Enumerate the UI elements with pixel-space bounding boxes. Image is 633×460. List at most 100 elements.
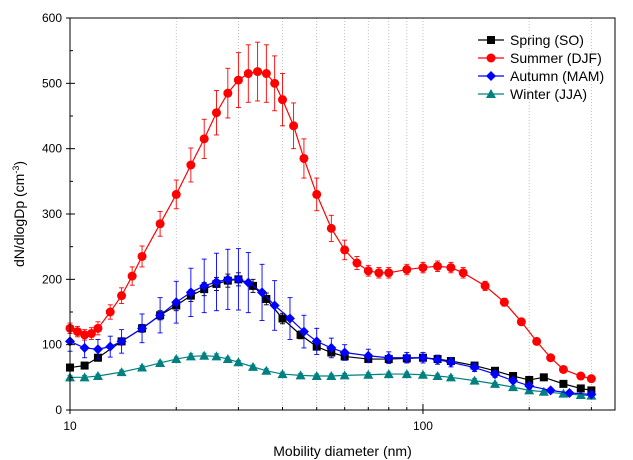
data-point [137, 251, 147, 261]
legend-marker [487, 36, 495, 44]
data-point [92, 344, 103, 355]
y-tick-label: 600 [42, 11, 62, 25]
data-point [93, 323, 103, 333]
data-point [72, 327, 82, 337]
legend: Spring (SO) Summer (DJF) Autumn (MAM) Winte… [478, 32, 604, 102]
data-point [296, 330, 305, 339]
data-point [559, 379, 568, 388]
data-point [401, 352, 412, 363]
y-tick-label: 100 [42, 338, 62, 352]
data-point [433, 261, 443, 271]
data-point [363, 266, 373, 276]
legend-marker [486, 89, 496, 98]
data-point [326, 223, 336, 233]
grid [175, 18, 592, 410]
data-point [171, 354, 182, 364]
data-point [575, 389, 586, 399]
data-point [80, 330, 90, 340]
data-point [233, 75, 243, 85]
data-point [185, 351, 196, 361]
y-axis-label-close: ) [11, 161, 27, 166]
data-point [105, 307, 115, 317]
data-point [311, 336, 322, 347]
data-point [127, 271, 137, 281]
data-point [211, 108, 221, 118]
x-tick-label: 100 [413, 419, 433, 433]
data-point [480, 281, 490, 291]
data-point [558, 364, 568, 374]
y-tick-label: 200 [42, 272, 62, 286]
data-point [499, 297, 509, 307]
data-point [469, 362, 480, 373]
data-point [155, 219, 165, 229]
data-point [445, 372, 456, 382]
data-point [576, 371, 586, 381]
data-point [155, 310, 166, 321]
data-point [257, 287, 268, 298]
data-point [116, 336, 127, 347]
data-point [469, 375, 480, 385]
legend-marker [486, 53, 496, 63]
data-point [339, 347, 350, 358]
data-point [171, 189, 181, 199]
data-point [586, 374, 596, 384]
data-point [222, 354, 233, 364]
data-point [490, 378, 501, 388]
data-point [417, 352, 428, 363]
data-point [92, 371, 103, 381]
data-point [261, 69, 271, 79]
data-point [417, 369, 428, 379]
data-point [199, 280, 210, 291]
data-point [243, 69, 253, 79]
data-point [446, 263, 456, 273]
data-point [564, 388, 575, 399]
data-point [284, 313, 295, 324]
data-point [117, 291, 127, 301]
data-point [277, 369, 288, 379]
data-point [105, 341, 116, 352]
data-point [79, 342, 90, 353]
data-point [261, 365, 272, 375]
data-point [298, 326, 309, 337]
data-point [586, 389, 597, 400]
data-point [243, 277, 254, 288]
data-point [269, 300, 280, 311]
data-point [383, 369, 394, 379]
data-point [445, 357, 456, 368]
data-point [576, 384, 585, 393]
y-tick-label: 500 [42, 76, 62, 90]
data-point [295, 370, 306, 380]
data-point [233, 274, 244, 285]
data-point [233, 357, 244, 367]
data-point [199, 350, 210, 360]
data-point [137, 323, 148, 334]
data-point [432, 371, 443, 381]
legend-label: Summer (DJF) [510, 50, 602, 66]
legend-item: Autumn (MAM) [478, 68, 604, 84]
data-point [137, 362, 148, 372]
data-point [363, 350, 374, 361]
data-point [79, 372, 90, 382]
legend-item: Summer (DJF) [478, 50, 602, 66]
data-point [508, 375, 519, 386]
data-point [339, 370, 350, 380]
data-point [384, 268, 394, 278]
data-point [558, 388, 569, 398]
data-point [185, 287, 196, 298]
data-point [383, 352, 394, 363]
axis-ticks: 0 100 200 300 400 500 600 10 100 [42, 11, 592, 433]
data-point [525, 375, 534, 384]
series-circle [65, 41, 596, 384]
y-axis-label: dN/dlogDp (cm-3) [11, 161, 27, 267]
data-point [223, 88, 233, 98]
y-tick-label: 0 [55, 403, 62, 417]
data-point [538, 386, 549, 396]
data-point [289, 121, 299, 131]
legend-label: Spring (SO) [510, 32, 584, 48]
data-point [211, 351, 222, 361]
data-point [262, 294, 271, 303]
data-point [171, 297, 182, 308]
data-point [539, 373, 548, 382]
data-point [116, 367, 127, 377]
